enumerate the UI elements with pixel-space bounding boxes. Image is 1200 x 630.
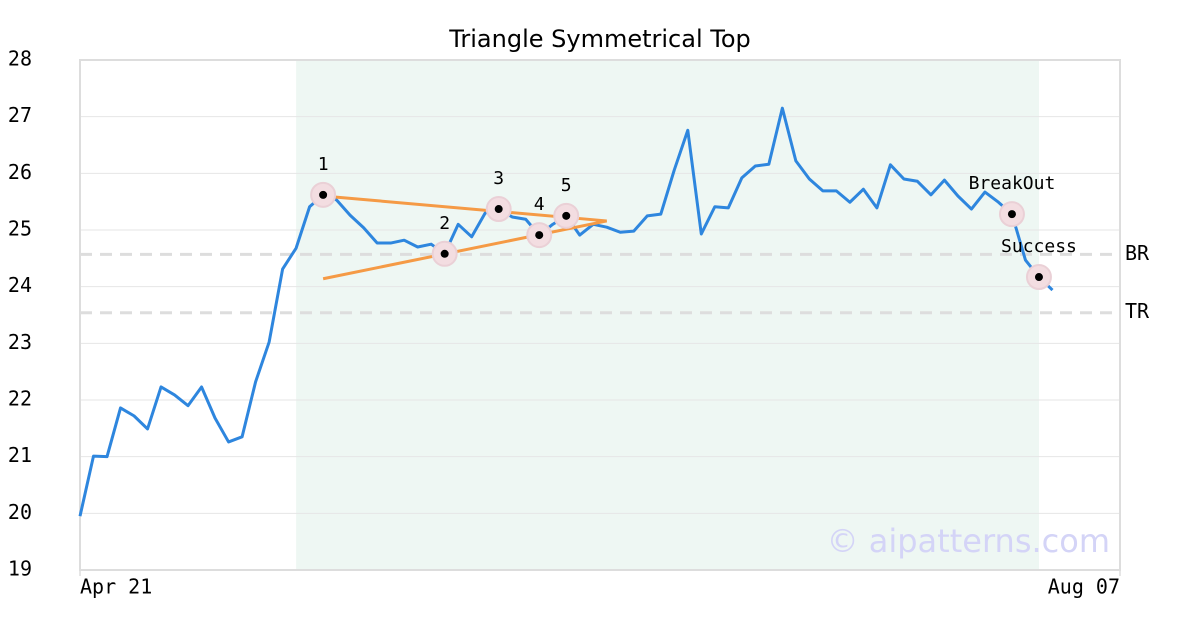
pivot-dot xyxy=(319,190,328,199)
y-tick-label: 26 xyxy=(8,160,32,184)
pivot-label: 4 xyxy=(534,194,545,215)
pivot-label: 2 xyxy=(439,213,450,234)
y-tick-label: 23 xyxy=(8,330,32,354)
pivot-dot xyxy=(535,231,544,240)
y-tick-label: 21 xyxy=(8,443,32,467)
y-tick-label: 20 xyxy=(8,500,32,524)
chart-title: Triangle Symmetrical Top xyxy=(448,25,751,53)
pivot-label: 1 xyxy=(318,154,329,175)
level-label: BR xyxy=(1125,241,1150,265)
pivot-dot xyxy=(562,211,571,220)
pivot-dot xyxy=(1007,210,1016,219)
y-tick-label: 25 xyxy=(8,217,32,241)
y-tick-label: 19 xyxy=(8,557,32,581)
pivot-dot xyxy=(440,249,449,258)
pivot-label: 5 xyxy=(561,175,572,196)
pivot-dot xyxy=(1034,273,1043,282)
y-tick-label: 24 xyxy=(8,273,32,297)
pivot-label: BreakOut xyxy=(969,173,1056,194)
x-tick-label: Apr 21 xyxy=(80,575,152,599)
y-tick-label: 27 xyxy=(8,103,32,127)
pivot-label: Success xyxy=(1001,236,1077,257)
watermark: © aipatterns.com xyxy=(827,522,1110,560)
pivot-label: 3 xyxy=(493,168,504,189)
trendline xyxy=(322,219,608,281)
y-tick-label: 22 xyxy=(8,387,32,411)
y-tick-label: 28 xyxy=(8,47,32,71)
plot-frame xyxy=(79,59,1121,571)
highlight-band xyxy=(296,60,1039,570)
pivot-dot xyxy=(494,205,503,214)
x-tick-label: Aug 07 xyxy=(1048,575,1120,599)
level-label: TR xyxy=(1125,299,1150,323)
